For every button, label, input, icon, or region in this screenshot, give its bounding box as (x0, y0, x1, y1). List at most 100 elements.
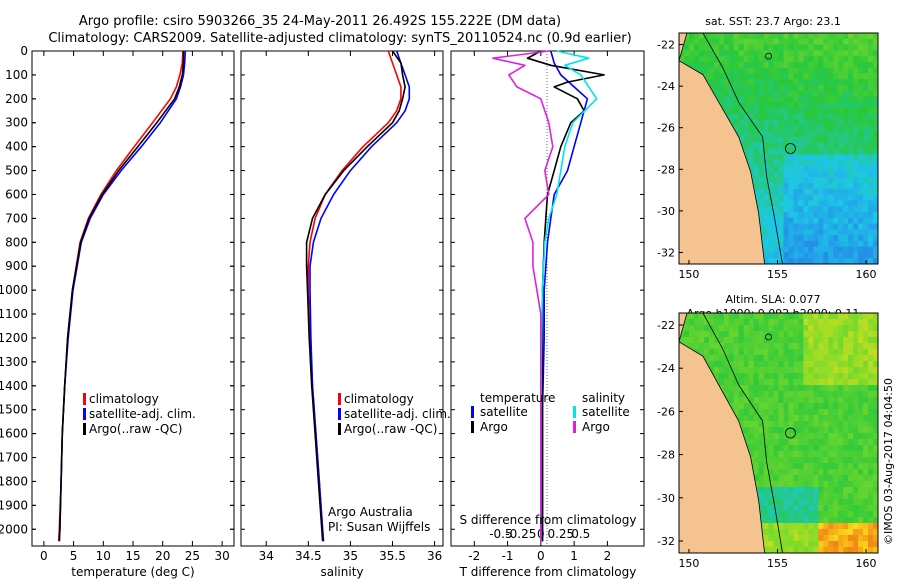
legend-t-sat-swatch (471, 406, 474, 418)
heatmap-cell (803, 73, 809, 80)
heatmap-cell (758, 73, 764, 80)
heatmap-cell (763, 463, 769, 470)
heatmap-cell (733, 113, 740, 121)
heatmap-cell (773, 96, 779, 103)
heatmap-cell (808, 33, 814, 40)
heatmap-cell (689, 56, 695, 63)
heatmap-cell (823, 136, 829, 144)
heatmap-cell (803, 85, 809, 92)
heatmap-cell (778, 188, 784, 196)
heatmap-cell (818, 415, 824, 422)
heatmap-cell (783, 409, 789, 416)
heatmap-cell (828, 90, 834, 97)
heatmap-cell (793, 142, 799, 149)
heatmap-cell (853, 313, 859, 320)
heatmap-cell (728, 113, 735, 121)
heatmap-cell (788, 391, 794, 398)
heatmap-cell (853, 246, 859, 253)
heatmap-cell (743, 90, 750, 97)
heatmap-cell (873, 177, 879, 184)
heatmap-cell (733, 119, 740, 126)
heatmap-cell (803, 252, 809, 259)
heatmap-cell (723, 337, 730, 344)
heatmap-cell (873, 415, 879, 422)
heatmap-cell (848, 391, 854, 398)
x-tick-label: 10 (96, 549, 111, 563)
heatmap-cell (823, 331, 829, 338)
heatmap-cell (698, 67, 705, 74)
heatmap-cell (803, 79, 809, 86)
heatmap-cell (813, 379, 819, 386)
heatmap-cell (758, 397, 764, 404)
heatmap-cell (748, 349, 754, 356)
heatmap-cell (753, 361, 759, 368)
heatmap-cell (798, 194, 804, 201)
heatmap-cell (703, 343, 710, 350)
heatmap-cell (863, 125, 869, 132)
heatmap-cell (868, 67, 874, 74)
heatmap-cell (823, 212, 829, 219)
heatmap-cell (868, 349, 874, 356)
heatmap-cell (818, 355, 824, 362)
heatmap-cell (768, 160, 774, 167)
heatmap-cell (868, 177, 874, 184)
heatmap-cell (783, 212, 789, 219)
heatmap-cell (684, 325, 690, 332)
heatmap-cell (689, 50, 695, 57)
heatmap-cell (738, 373, 745, 380)
heatmap-cell (743, 125, 750, 132)
heatmap-cell (773, 427, 779, 434)
heatmap-cell (818, 379, 824, 386)
heatmap-cell (833, 481, 839, 488)
heatmap-cell (763, 421, 769, 428)
heatmap-cell (803, 343, 809, 350)
heatmap-cell (803, 206, 809, 213)
heatmap-cell (818, 349, 824, 356)
heatmap-cell (843, 481, 849, 488)
heatmap-cell (778, 85, 784, 92)
heatmap-cell (863, 119, 869, 126)
heatmap-cell (733, 125, 740, 132)
heatmap-cell (788, 529, 794, 536)
heatmap-cell (718, 67, 725, 74)
heatmap-cell (773, 125, 779, 132)
heatmap-cell (833, 125, 839, 132)
heatmap-cell (728, 379, 735, 386)
heatmap-cell (808, 547, 814, 554)
heatmap-cell (808, 177, 814, 184)
heatmap-cell (718, 102, 725, 109)
heatmap-cell (853, 240, 859, 248)
heatmap-cell (813, 343, 819, 350)
heatmap-cell (758, 487, 764, 494)
heatmap-cell (828, 85, 834, 92)
heatmap-cell (698, 56, 705, 63)
heatmap-cell (703, 67, 710, 74)
heatmap-cell (743, 367, 750, 374)
map-x-tick-label: 150 (678, 268, 699, 281)
heatmap-cell (803, 61, 809, 69)
heatmap-cell (808, 206, 814, 213)
heatmap-cell (858, 367, 864, 374)
heatmap-cell (863, 499, 869, 506)
previous-position-marker (765, 333, 772, 341)
heatmap-cell (848, 194, 854, 201)
heatmap-cell (738, 397, 745, 404)
heatmap-cell (828, 108, 834, 115)
heatmap-cell (763, 160, 769, 167)
heatmap-cell (833, 523, 839, 530)
heatmap-cell (793, 331, 799, 338)
heatmap-cell (758, 38, 764, 45)
heatmap-cell (798, 529, 804, 536)
heatmap-cell (833, 217, 839, 224)
heatmap-cell (793, 73, 799, 80)
legend-t-argo-label: Argo (480, 420, 508, 434)
heatmap-cell (843, 235, 849, 242)
heatmap-cell (838, 212, 844, 219)
heatmap-cell (703, 355, 710, 362)
heatmap-cell (728, 367, 735, 374)
heatmap-cell (703, 44, 710, 51)
heatmap-cell (763, 343, 769, 350)
heatmap-cell (778, 90, 784, 97)
heatmap-cell (788, 541, 794, 548)
heatmap-cell (853, 367, 859, 374)
